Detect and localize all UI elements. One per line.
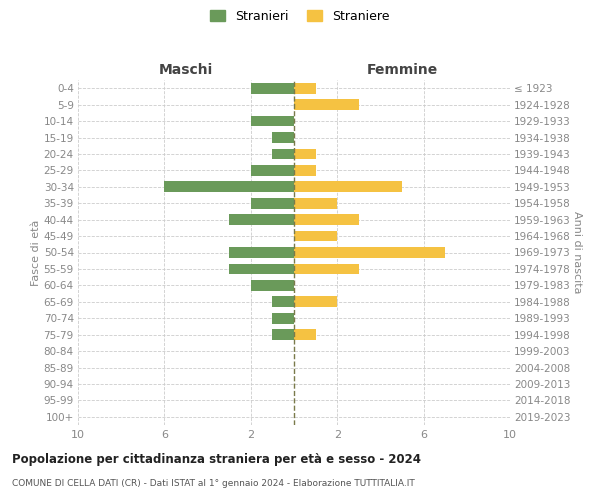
Text: Popolazione per cittadinanza straniera per età e sesso - 2024: Popolazione per cittadinanza straniera p… [12, 452, 421, 466]
Text: COMUNE DI CELLA DATI (CR) - Dati ISTAT al 1° gennaio 2024 - Elaborazione TUTTITA: COMUNE DI CELLA DATI (CR) - Dati ISTAT a… [12, 478, 415, 488]
Bar [294, 214, 359, 225]
Bar [229, 247, 294, 258]
Legend: Stranieri, Straniere: Stranieri, Straniere [206, 6, 394, 26]
Bar [294, 83, 316, 94]
Bar [294, 198, 337, 208]
Bar [272, 296, 294, 307]
Bar [294, 165, 316, 175]
Bar [294, 230, 337, 241]
Bar [294, 148, 316, 160]
Bar [251, 116, 294, 126]
Bar [294, 247, 445, 258]
Bar [251, 280, 294, 290]
Bar [294, 330, 316, 340]
Bar [251, 165, 294, 175]
Y-axis label: Anni di nascita: Anni di nascita [572, 211, 582, 294]
Bar [251, 198, 294, 208]
Bar [272, 330, 294, 340]
Bar [294, 264, 359, 274]
Bar [272, 132, 294, 143]
Bar [229, 214, 294, 225]
Text: Femmine: Femmine [367, 62, 437, 76]
Bar [272, 148, 294, 160]
Bar [164, 182, 294, 192]
Bar [229, 264, 294, 274]
Bar [251, 83, 294, 94]
Bar [294, 182, 402, 192]
Bar [294, 100, 359, 110]
Bar [294, 296, 337, 307]
Text: Maschi: Maschi [159, 62, 213, 76]
Bar [272, 313, 294, 324]
Y-axis label: Fasce di età: Fasce di età [31, 220, 41, 286]
